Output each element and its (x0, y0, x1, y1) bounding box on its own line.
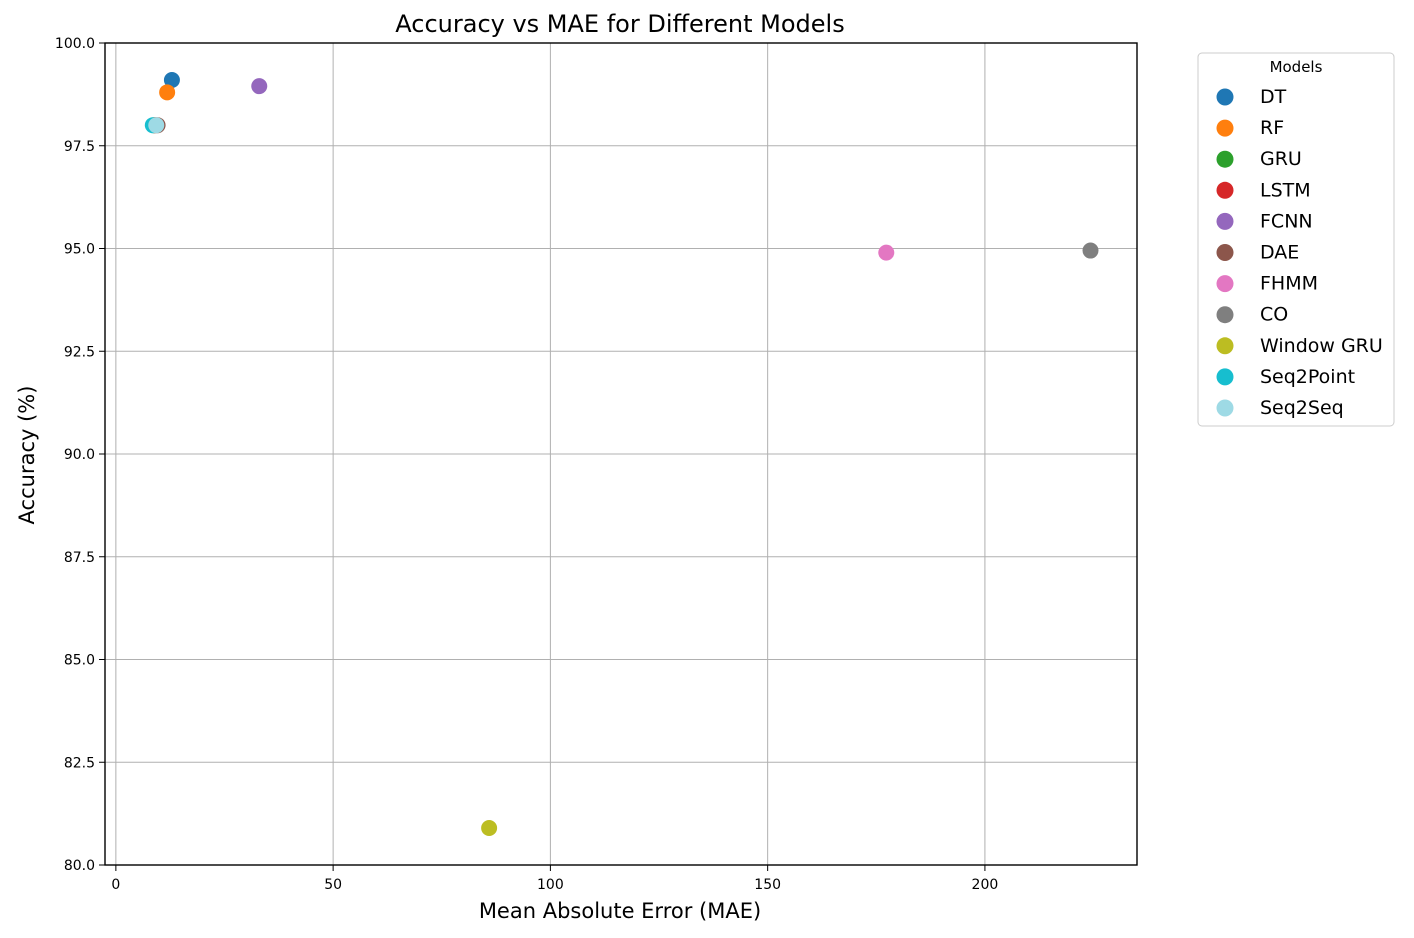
legend-items: DT RF GRU LSTM FCNN DAE FHMM CO Window GRU Seq2Po… (1216, 86, 1383, 419)
x-tick-label: 150 (754, 877, 781, 893)
legend-marker-seq2point (1216, 368, 1234, 386)
legend-label-gru: GRU (1260, 148, 1302, 170)
x-tick-label: 100 (537, 877, 564, 893)
data-point-dt (163, 71, 180, 88)
legend-label-seq2seq: Seq2Seq (1260, 397, 1344, 419)
legend-marker-lstm (1216, 181, 1234, 199)
data-point-fcnn (251, 78, 268, 95)
legend-box (1197, 52, 1395, 427)
legend-marker-rf (1216, 119, 1234, 137)
legend-label-fhmm: FHMM (1260, 273, 1318, 295)
legend-marker-dae (1216, 244, 1234, 261)
legend-marker-seq2seq (1216, 399, 1234, 417)
x-axis-label: Mean Absolute Error (MAE) (479, 899, 761, 923)
y-tick-label: 92.5 (64, 344, 95, 360)
x-tick-label: 0 (111, 877, 120, 893)
data-point-co (1082, 242, 1099, 259)
legend-marker-fcnn (1216, 212, 1234, 230)
y-tick-label: 80.0 (64, 858, 95, 874)
y-tick-label: 95.0 (64, 242, 95, 258)
chart-title: Accuracy vs MAE for Different Models (395, 10, 844, 38)
legend-label-dae: DAE (1260, 242, 1299, 264)
data-point-window-gru (481, 820, 498, 837)
data-point-fhmm (878, 244, 895, 261)
y-axis-label: Accuracy (%) (15, 386, 39, 525)
data-point-seq2seq (148, 117, 165, 134)
legend-marker-fhmm (1216, 275, 1234, 293)
axis-ticks: 0 50 100 150 200 80.0 82.5 85.0 87.5 90.0 92.5 95.0… (55, 36, 998, 893)
legend-label-co: CO (1260, 304, 1288, 326)
x-tick-label: 200 (972, 877, 999, 893)
legend-title: Models (1270, 58, 1323, 76)
legend: Models DT RF GRU LSTM FCNN DAE FHMM CO Window GR… (1197, 52, 1395, 427)
y-tick-label: 85.0 (64, 653, 95, 669)
legend-marker-gru (1216, 150, 1234, 168)
y-tick-label: 87.5 (64, 550, 95, 566)
legend-marker-window-gru (1216, 337, 1234, 355)
y-tick-label: 82.5 (64, 755, 95, 771)
x-tick-label: 50 (324, 877, 342, 893)
data-point-rf (159, 84, 176, 101)
legend-marker-dt (1216, 88, 1234, 106)
legend-label-dt: DT (1260, 86, 1287, 108)
y-tick-label: 90.0 (64, 447, 95, 463)
legend-label-rf: RF (1260, 117, 1284, 139)
y-tick-label: 100.0 (55, 36, 95, 52)
legend-label-window-gru: Window GRU (1260, 335, 1383, 357)
y-tick-label: 97.5 (64, 139, 95, 155)
data-points (144, 71, 1099, 837)
legend-label-seq2point: Seq2Point (1260, 366, 1355, 388)
legend-label-fcnn: FCNN (1260, 210, 1313, 232)
legend-label-lstm: LSTM (1260, 179, 1311, 201)
legend-marker-co (1216, 306, 1234, 324)
